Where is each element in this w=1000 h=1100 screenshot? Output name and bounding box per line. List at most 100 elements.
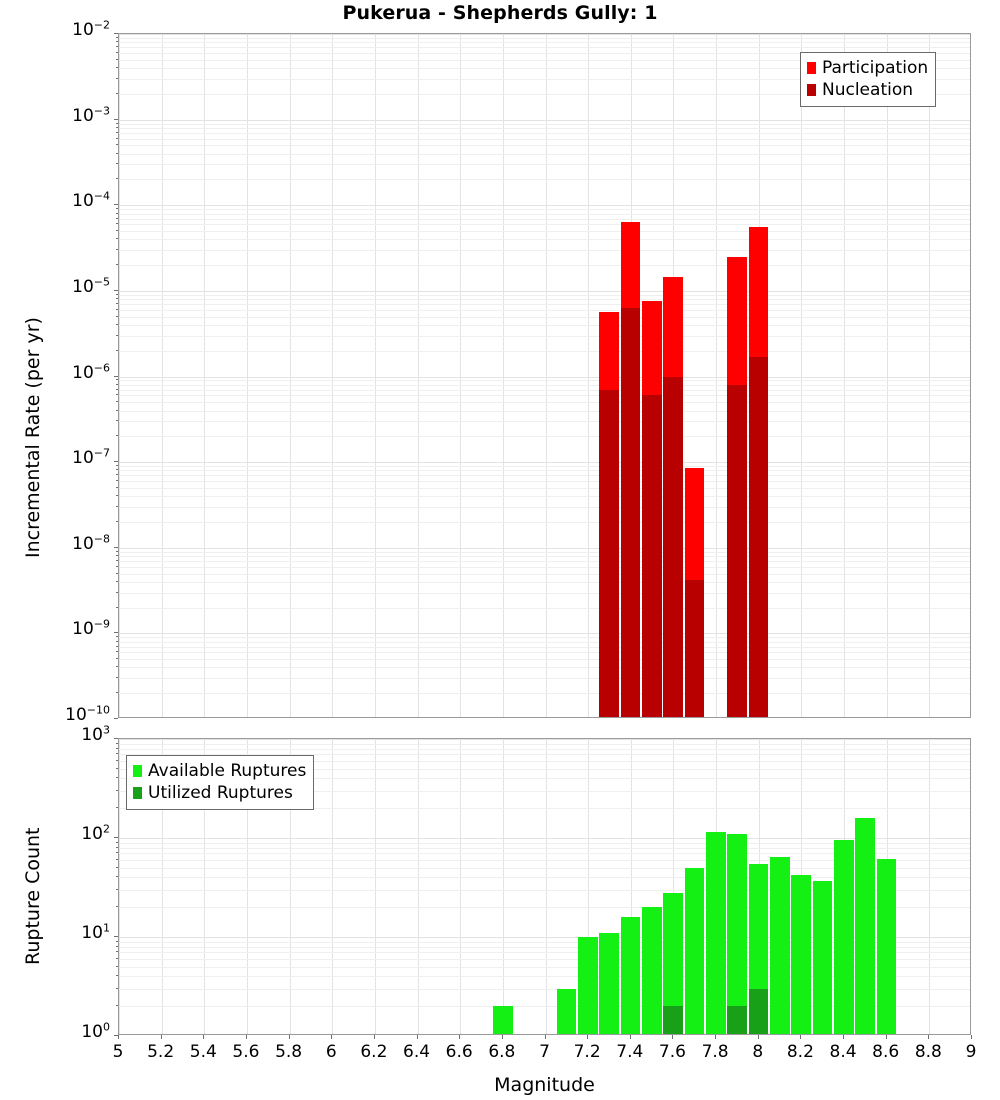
gridline-horizontal [119, 567, 970, 568]
ytick-mark-minor [116, 264, 118, 265]
xtick-label: 9 [965, 1042, 977, 1062]
gridline-horizontal [119, 481, 970, 482]
gridline-vertical [375, 34, 376, 717]
gridline-horizontal [119, 325, 970, 326]
xtick-label: 8.4 [829, 1042, 857, 1062]
ytick-mark [114, 119, 118, 120]
xtick-label: 8 [752, 1042, 764, 1062]
ytick-mark [114, 936, 118, 937]
gridline-horizontal [119, 42, 970, 43]
ytick-mark-minor [116, 988, 118, 989]
gridline-horizontal [119, 295, 970, 296]
ytick-mark-minor [116, 592, 118, 593]
gridline-horizontal [119, 838, 970, 839]
ytick-label: 10−8 [72, 532, 110, 554]
xtick-label: 6.2 [360, 1042, 388, 1062]
ytick-mark-minor [116, 474, 118, 475]
gridline-horizontal [119, 38, 970, 39]
gridline-horizontal [119, 395, 970, 396]
bar-available-ruptures [876, 858, 897, 1034]
gridline-vertical [119, 34, 120, 717]
ytick-mark-minor [116, 420, 118, 421]
gridline-horizontal [119, 250, 970, 251]
xtick-label: 7.4 [616, 1042, 644, 1062]
ytick-mark-minor [116, 208, 118, 209]
ytick-label: 103 [81, 723, 110, 745]
gridline-vertical [418, 739, 419, 1034]
ytick-mark-minor [116, 566, 118, 567]
xtick-mark [971, 1035, 972, 1039]
gridline-vertical [162, 34, 163, 717]
top-legend: Participation Nucleation [800, 52, 937, 107]
gridline-horizontal [119, 411, 970, 412]
gridline-horizontal [119, 466, 970, 467]
gridline-horizontal [119, 582, 970, 583]
legend-label: Utilized Ruptures [148, 782, 293, 803]
xtick-mark [161, 1035, 162, 1039]
page-title: Pukerua - Shepherds Gully: 1 [342, 2, 658, 24]
gridline-horizontal [119, 561, 970, 562]
gridline-horizontal [119, 967, 970, 968]
bar-nucleation [620, 308, 641, 717]
ytick-mark-minor [116, 163, 118, 164]
bottom-panel-ylabel: Rupture Count [22, 827, 44, 966]
ytick-mark-minor [116, 677, 118, 678]
bar-available-ruptures [620, 916, 641, 1034]
gridline-vertical [801, 34, 802, 717]
xtick-mark [289, 1035, 290, 1039]
xtick-mark [928, 1035, 929, 1039]
bar-available-ruptures [812, 880, 833, 1034]
gridline-horizontal [119, 351, 970, 352]
gridline-horizontal [119, 659, 970, 660]
gridline-horizontal [119, 133, 970, 134]
gridline-horizontal [119, 749, 970, 750]
ytick-mark [114, 204, 118, 205]
xtick-label: 8.2 [786, 1042, 814, 1062]
gridline-horizontal [119, 853, 970, 854]
gridline-horizontal [119, 214, 970, 215]
gridline-horizontal [119, 299, 970, 300]
ytick-mark-minor [116, 847, 118, 848]
gridline-horizontal [119, 791, 970, 792]
ytick-label: 101 [81, 921, 110, 943]
xtick-mark [331, 1035, 332, 1039]
gridline-horizontal [119, 336, 970, 337]
ytick-mark-minor [116, 889, 118, 890]
ytick-mark [114, 461, 118, 462]
gridline-vertical [290, 739, 291, 1034]
ytick-mark-minor [116, 230, 118, 231]
gridline-horizontal [119, 593, 970, 594]
ytick-mark-minor [116, 153, 118, 154]
ytick-mark-minor [116, 951, 118, 952]
incremental-rate-plot [118, 33, 971, 718]
legend-label: Available Ruptures [148, 760, 307, 781]
ytick-mark [114, 632, 118, 633]
bottom-panel-xlabel: Magnitude [494, 1074, 595, 1096]
xtick-label: 5.6 [232, 1042, 260, 1062]
gridline-vertical [290, 34, 291, 717]
gridline-horizontal [119, 778, 970, 779]
gridline-horizontal [119, 205, 970, 206]
legend-item-nucleation: Nucleation [807, 79, 928, 101]
gridline-vertical [162, 739, 163, 1034]
gridline-horizontal [119, 291, 970, 292]
xtick-mark [587, 1035, 588, 1039]
gridline-vertical [503, 739, 504, 1034]
xtick-mark [374, 1035, 375, 1039]
xtick-mark [459, 1035, 460, 1039]
gridline-horizontal [119, 633, 970, 634]
ytick-mark-minor [116, 469, 118, 470]
gridline-horizontal [119, 976, 970, 977]
xtick-label: 5.2 [147, 1042, 175, 1062]
gridline-horizontal [119, 637, 970, 638]
bar-available-ruptures [599, 932, 620, 1034]
gridline-horizontal [119, 959, 970, 960]
gridline-horizontal [119, 907, 970, 908]
gridline-horizontal [119, 475, 970, 476]
xtick-label: 5.4 [189, 1042, 217, 1062]
gridline-horizontal [119, 68, 970, 69]
gridline-horizontal [119, 304, 970, 305]
ytick-mark [114, 290, 118, 291]
ytick-mark-minor [116, 636, 118, 637]
gridline-horizontal [119, 522, 970, 523]
